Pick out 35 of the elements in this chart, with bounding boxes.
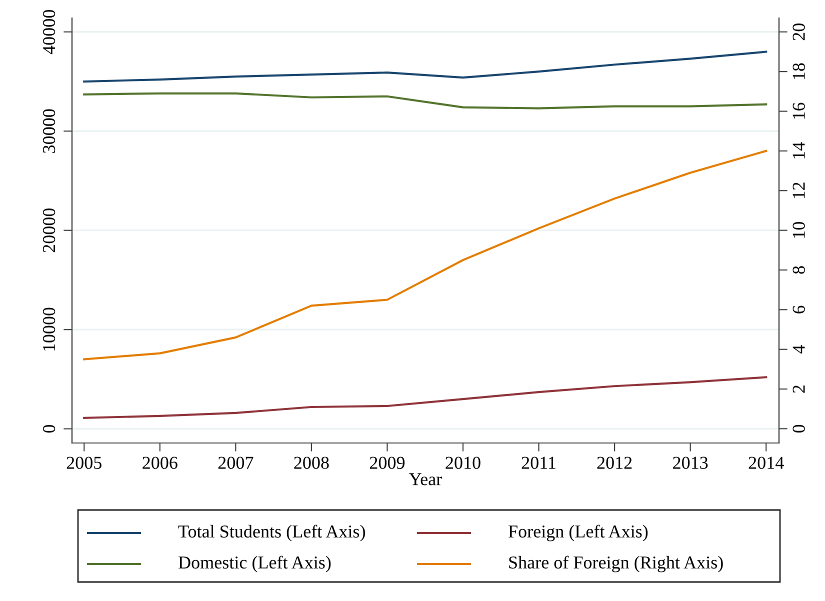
y2-tick-label: 16	[792, 102, 805, 119]
y2-tick-label: 18	[792, 63, 805, 80]
legend-label: Share of Foreign (Right Axis)	[509, 556, 723, 572]
y-tick-label: 10000	[42, 308, 56, 351]
y2-tick-label: 12	[792, 182, 805, 198]
legend-label: Foreign (Left Axis)	[508, 524, 648, 542]
legend-label: Domestic (Left Axis)	[178, 556, 331, 572]
x-tick-label: 2009	[370, 456, 405, 469]
y2-tick-label: 20	[792, 24, 805, 40]
x-axis-title: Year	[409, 473, 442, 486]
y2-tick-label: 6	[792, 306, 805, 314]
x-tick-label: 2011	[522, 456, 556, 469]
x-tick-label: 2010	[446, 456, 480, 469]
y-tick-label: 40000	[42, 10, 56, 54]
x-tick-label: 2014	[748, 456, 784, 469]
y-tick-label: 30000	[42, 109, 56, 153]
y2-tick-label: 4	[792, 345, 805, 354]
x-tick-label: 2005	[66, 456, 102, 469]
y2-tick-label: 0	[792, 424, 805, 433]
y-tick-label: 20000	[42, 208, 56, 252]
x-tick-label: 2013	[673, 456, 708, 469]
y2-tick-label: 14	[792, 142, 805, 158]
y2-tick-label: 10	[792, 222, 805, 238]
line-series	[83, 92, 768, 110]
y2-tick-label: 2	[792, 386, 805, 393]
legend-label: Total Students (Left Axis)	[178, 524, 365, 542]
y2-tick-label: 8	[792, 266, 805, 274]
line-series	[83, 50, 768, 83]
x-tick-label: 2008	[294, 456, 329, 469]
x-tick-label: 2006	[142, 456, 178, 469]
x-tick-label: 2007	[218, 456, 254, 469]
y-tick-label: 0	[42, 424, 56, 433]
line-series	[83, 376, 768, 419]
line-series	[83, 150, 768, 360]
x-tick-label: 2012	[597, 456, 632, 469]
